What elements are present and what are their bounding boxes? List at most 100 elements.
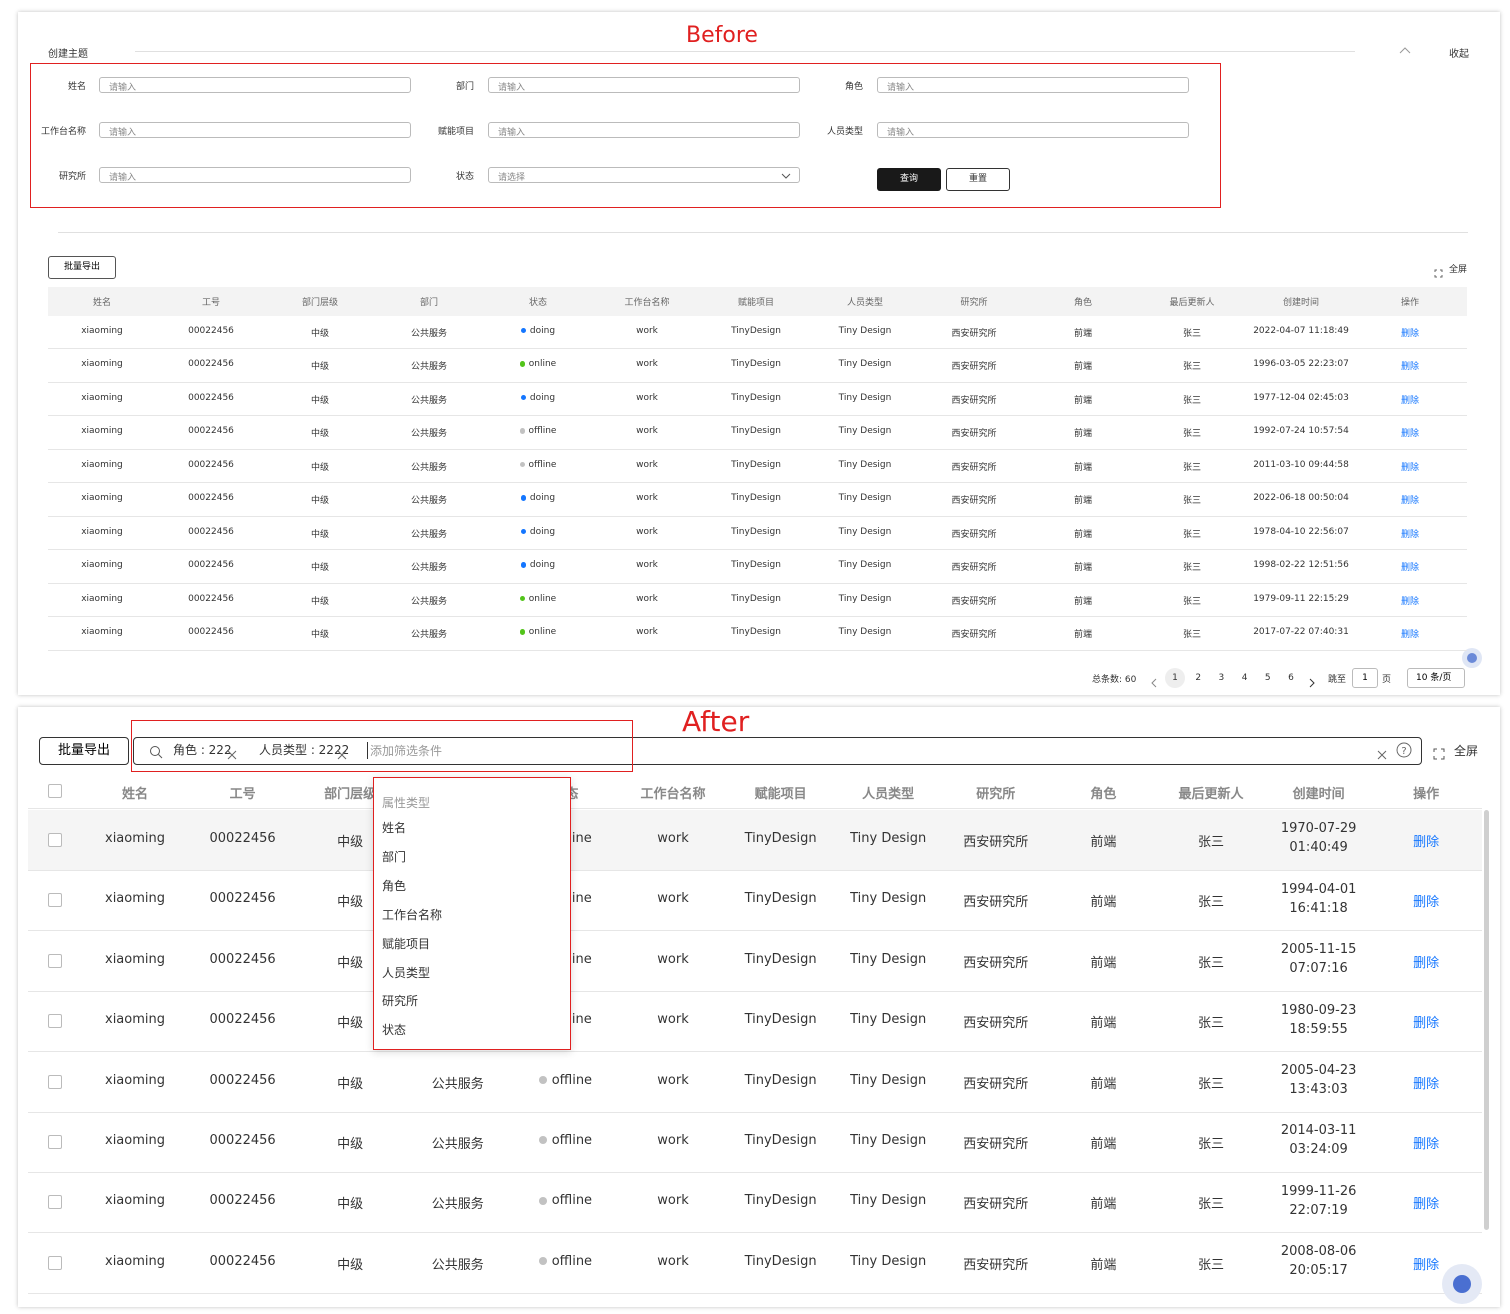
cell: 00022456 [188,459,234,470]
input[interactable]: 请输入 [877,122,1189,138]
checkbox[interactable] [48,893,62,908]
delete-link[interactable]: 删除 [1413,955,1440,971]
checkbox[interactable] [48,784,62,798]
delete-link[interactable]: 删除 [1413,1016,1440,1032]
collapse-link[interactable]: 收起 [1449,49,1469,60]
export-button[interactable]: 批量导出 [39,737,129,765]
cell: 西安研究所 [951,563,997,574]
checkbox[interactable] [48,953,62,968]
row-divider [28,1051,1482,1053]
cell: TinyDesign [744,830,817,846]
cell: 00022456 [188,627,234,638]
reset-button[interactable]: 重置 [946,168,1010,191]
delete-link[interactable]: 删除 [1400,496,1419,507]
input[interactable]: 请输入 [99,122,411,138]
input[interactable]: 请选择 [488,167,800,183]
cell: 中级 [310,429,329,440]
cell: 张三 [1182,630,1201,641]
status-text: doing [529,526,556,537]
export-button[interactable]: 批量导出 [48,256,116,279]
total-count: 总条数: 60 [1092,675,1137,685]
tag-remove[interactable] [227,745,237,764]
cell: 中级 [310,630,329,641]
fullscreen-link[interactable]: 全屏 [1454,744,1479,758]
help-icon[interactable]: ? [1396,742,1412,762]
search-bar[interactable] [133,737,1422,765]
status-dot [538,1196,547,1205]
cell: 2022-06-18 00:50:04 [1253,493,1349,504]
search-icon [149,744,163,763]
query-button[interactable]: 查询 [877,168,941,191]
delete-link[interactable]: 删除 [1400,429,1419,440]
page-number[interactable]: 6 [1288,673,1294,683]
page-number[interactable]: 3 [1218,673,1225,683]
field-label: 状态 [455,172,474,182]
page-current[interactable]: 1 [1165,668,1185,688]
cell: 前端 [1090,1257,1117,1273]
delete-link[interactable]: 删除 [1413,1136,1440,1152]
cell: work [636,526,658,537]
input[interactable]: 请输入 [488,77,800,93]
delete-link[interactable]: 删除 [1400,395,1419,406]
dropdown-item[interactable]: 状态 [382,1023,407,1038]
delete-link[interactable]: 删除 [1413,834,1440,850]
placeholder: 请输入 [887,83,915,93]
cell: work [636,593,658,604]
delete-link[interactable]: 删除 [1400,328,1419,339]
delete-link[interactable]: 删除 [1400,563,1419,574]
row-divider [48,381,1467,383]
cell: 张三 [1182,328,1201,339]
column-header: 赋能项目 [754,787,807,802]
checkbox[interactable] [48,1195,62,1210]
fullscreen-icon[interactable] [1433,745,1445,764]
next-page[interactable] [1309,673,1316,692]
row-divider [48,582,1467,584]
delete-link[interactable]: 删除 [1413,1197,1440,1213]
checkbox[interactable] [48,1135,62,1149]
delete-link[interactable]: 删除 [1413,895,1440,911]
page-number[interactable]: 2 [1195,673,1202,683]
page-input[interactable]: 1 [1352,668,1378,688]
delete-link[interactable]: 删除 [1413,1076,1440,1092]
column-header: 最后更新人 [1169,298,1215,308]
delete-link[interactable]: 删除 [1400,362,1419,373]
cell: Tiny Design [838,426,892,437]
row-divider [48,415,1467,416]
page-number[interactable]: 5 [1264,673,1271,683]
dropdown-item[interactable]: 角色 [382,878,407,893]
dropdown-item[interactable]: 人员类型 [382,965,431,980]
input[interactable]: 请输入 [488,122,800,138]
delete-link[interactable]: 删除 [1400,630,1419,641]
tag-remove[interactable] [337,745,347,764]
checkbox[interactable] [48,833,62,847]
status-cell: doing [488,326,588,336]
checkbox[interactable] [48,1255,62,1270]
theme-button[interactable] [1442,1264,1482,1304]
collapse-icon[interactable] [1399,46,1411,54]
dropdown-item[interactable]: 部门 [382,849,407,864]
placeholder: 请输入 [498,83,526,93]
dropdown-item[interactable]: 工作台名称 [382,907,443,922]
dropdown-item[interactable]: 赋能项目 [382,936,431,951]
dropdown-item[interactable]: 研究所 [382,994,419,1009]
column-header: 研究所 [976,787,1016,802]
page-size-select[interactable]: 10 条/页 [1407,668,1465,688]
input[interactable]: 请输入 [99,167,411,183]
clear-icon[interactable] [1377,745,1387,764]
checkbox[interactable] [48,1014,62,1029]
page-number[interactable]: 4 [1241,673,1248,683]
prev-page[interactable] [1150,673,1157,692]
delete-link[interactable]: 删除 [1400,462,1419,473]
checkbox[interactable] [48,1074,62,1089]
cell: 张三 [1182,596,1201,607]
delete-link[interactable]: 删除 [1400,596,1419,607]
theme-button[interactable] [1462,648,1482,668]
input[interactable]: 请输入 [877,77,1189,93]
delete-link[interactable]: 删除 [1413,1257,1440,1273]
delete-link[interactable]: 删除 [1400,529,1419,540]
dropdown-item[interactable]: 姓名 [382,821,407,835]
scrollbar[interactable] [1484,810,1489,1230]
input[interactable]: 请输入 [99,77,411,93]
status-cell: offline [515,1133,615,1148]
fullscreen-link[interactable]: 全屏 [1449,265,1468,275]
